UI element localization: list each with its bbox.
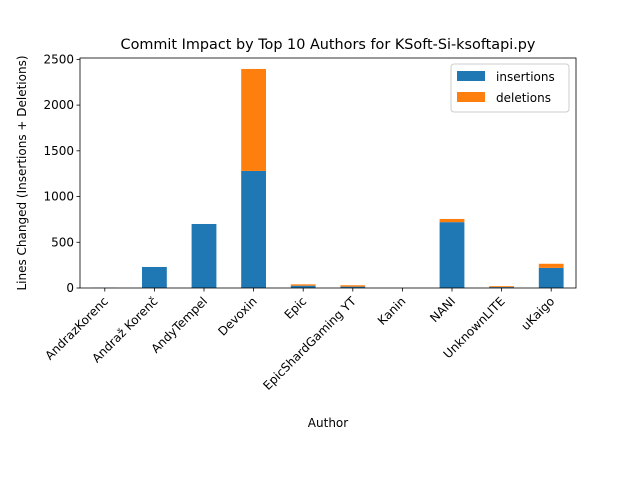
- y-tick-label: 2500: [43, 52, 74, 66]
- bar-insertions-2: [192, 224, 217, 288]
- x-tick-label: uKaigo: [518, 294, 557, 333]
- x-tick-label: NANI: [427, 294, 458, 325]
- legend-label-insertions: insertions: [496, 70, 555, 84]
- legend-swatch-insertions: [457, 71, 485, 81]
- bar-deletions-9: [539, 264, 564, 268]
- legend-swatch-deletions: [457, 92, 485, 102]
- bar-deletions-8: [489, 286, 514, 287]
- y-tick-label: 500: [51, 235, 74, 249]
- x-tick-label: Kanin: [375, 294, 409, 328]
- legend-label-deletions: deletions: [496, 91, 551, 105]
- bar-insertions-1: [142, 267, 167, 288]
- y-tick-label: 1000: [43, 190, 74, 204]
- bar-insertions-3: [241, 171, 266, 288]
- y-tick-label: 2000: [43, 98, 74, 112]
- y-ticks-group: 0 500 1000 1500 2000 2500: [43, 52, 80, 295]
- bar-insertions-9: [539, 268, 564, 288]
- y-tick-label: 0: [66, 281, 74, 295]
- chart-title: Commit Impact by Top 10 Authors for KSof…: [121, 37, 536, 53]
- legend: insertions deletions: [451, 64, 569, 112]
- bar-deletions-7: [440, 219, 465, 222]
- y-axis-label: Lines Changed (Insertions + Deletions): [15, 55, 29, 290]
- bar-deletions-3: [241, 69, 266, 171]
- bar-deletions-5: [340, 285, 365, 286]
- x-axis-label: Author: [308, 416, 348, 430]
- x-tick-label: EpicShardGaming YT: [260, 294, 359, 393]
- x-tick-label: Devoxin: [215, 294, 259, 338]
- bar-insertions-7: [440, 222, 465, 288]
- y-tick-label: 1500: [43, 144, 74, 158]
- bar-deletions-4: [291, 284, 316, 285]
- x-tick-label: Epic: [282, 294, 310, 322]
